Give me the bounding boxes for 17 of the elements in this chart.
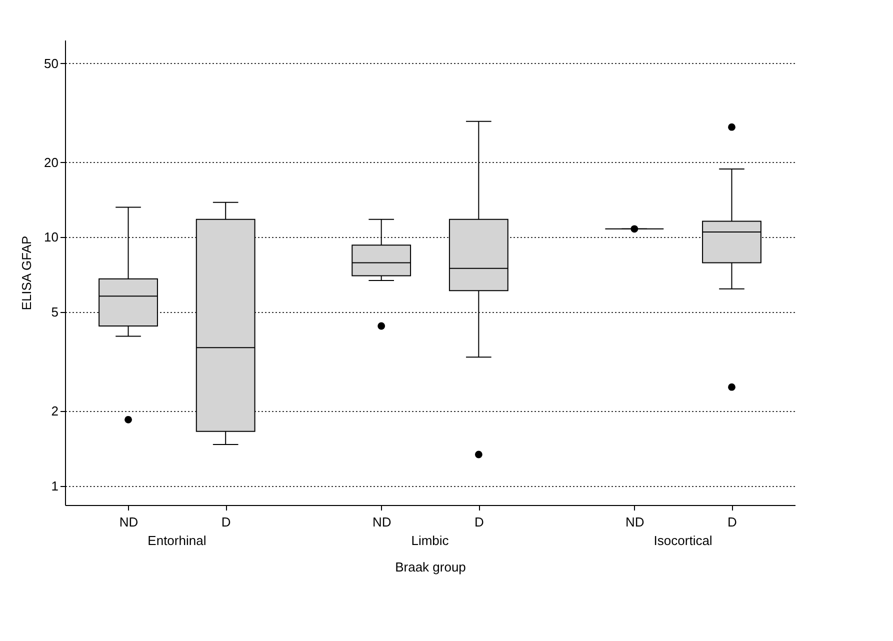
x-tick-label: ND xyxy=(372,514,392,530)
text: Isocortical xyxy=(654,533,712,548)
y-tick-label: 2 xyxy=(51,404,58,419)
x-tick-label: ND xyxy=(626,514,644,530)
y-tick-label: 1 xyxy=(51,478,58,494)
text: Entorhinal xyxy=(148,533,206,548)
y-tick-label: 20 xyxy=(44,154,58,170)
y-axis-title: ELISA GFAP xyxy=(19,236,34,310)
x-tick-label: D xyxy=(221,514,231,530)
y-tick-label: 10 xyxy=(44,230,58,245)
x-tick-label: D xyxy=(728,514,737,530)
text: Limbic xyxy=(411,533,450,548)
y-tick-label: 5 xyxy=(51,304,58,320)
x-tick-label: D xyxy=(474,514,484,530)
y-tick-label: 50 xyxy=(44,56,58,71)
x-tick-label: ND xyxy=(119,514,138,530)
x-axis-title: Braak group xyxy=(395,560,466,574)
